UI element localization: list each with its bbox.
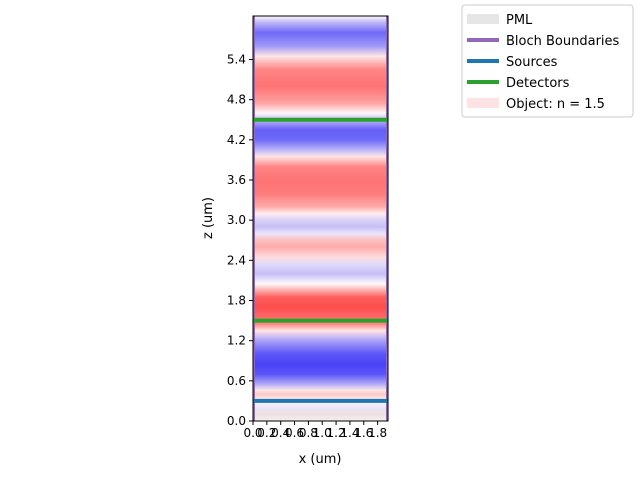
legend-frame <box>461 4 634 118</box>
x-tick-label: 1.0 <box>313 426 332 440</box>
x-tick-label: 0.8 <box>299 426 318 440</box>
x-tick-label: 1.8 <box>368 426 387 440</box>
legend-swatch <box>467 14 499 24</box>
y-tick-label: 1.2 <box>227 334 246 348</box>
plot-markers <box>253 16 388 421</box>
plot-area <box>253 16 388 421</box>
y-tick-label: 0.6 <box>227 374 246 388</box>
legend-swatch <box>467 98 499 108</box>
legend-label: Sources <box>506 55 558 70</box>
legend-label: PML <box>506 13 533 28</box>
x-axis-label: x (um) <box>299 452 342 467</box>
y-tick-label: 3.6 <box>227 173 246 187</box>
y-tick-label: 4.8 <box>227 93 246 107</box>
y-tick-label: 0.0 <box>227 414 246 428</box>
object-region <box>253 16 388 421</box>
x-tick-label: 0.4 <box>271 426 290 440</box>
x-tick-label: 1.4 <box>340 426 359 440</box>
y-axis-label: z (um) <box>201 197 216 239</box>
y-axis-ticks: 0.0 0.6 1.2 1.8 2.4 3.0 3.6 4.2 4.8 5.4 <box>227 53 253 428</box>
x-tick-label: 0.6 <box>285 426 304 440</box>
legend-label: Object: n = 1.5 <box>506 97 605 112</box>
x-tick-label: 1.2 <box>327 426 346 440</box>
x-tick-label: 1.6 <box>354 426 373 440</box>
y-tick-label: 4.2 <box>227 133 246 147</box>
x-axis-ticks: 0.00.20.40.60.81.01.21.41.61.8 <box>243 421 387 440</box>
y-tick-label: 5.4 <box>227 53 246 67</box>
y-tick-label: 1.8 <box>227 294 246 308</box>
plot-frame <box>252 15 389 422</box>
y-tick-label: 2.4 <box>227 253 246 267</box>
x-tick-label: 0.2 <box>257 426 276 440</box>
y-tick-label: 3.0 <box>227 213 246 227</box>
legend-label: Detectors <box>506 76 570 91</box>
x-tick-label: 0.0 <box>243 426 262 440</box>
legend-label: Bloch Boundaries <box>506 34 620 49</box>
pml-region <box>253 408 388 421</box>
legend: PML Bloch Boundaries Sources Detectors Objec… <box>461 4 634 118</box>
